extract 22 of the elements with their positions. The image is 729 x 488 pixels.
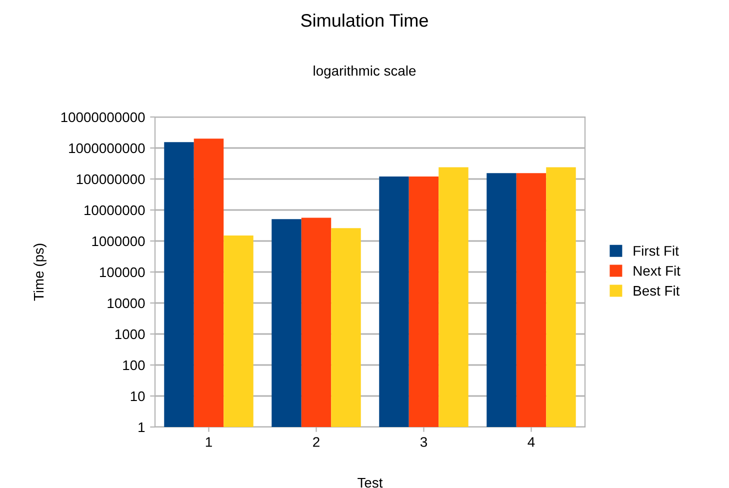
y-tick-label: 100000000	[76, 174, 145, 184]
x-axis-title: Test	[358, 478, 383, 488]
y-tick-label: 10	[130, 391, 145, 402]
x-tick-label: 1	[206, 437, 212, 447]
legend-label: Next Fit	[634, 266, 680, 276]
y-tick-label: 1	[138, 422, 145, 432]
y-tick-label: 10000000	[84, 205, 145, 216]
y-tick-label: 1000000000	[69, 143, 145, 154]
chart-title: Simulation Time	[301, 14, 428, 27]
y-tick-label: 1000	[115, 329, 145, 340]
y-tick-label: 100	[123, 360, 145, 370]
legend-label: First Fit	[634, 246, 679, 256]
x-tick-label: 3	[420, 437, 427, 447]
legend-label: Best Fit	[634, 286, 680, 296]
chart-subtitle: logarithmic scale	[314, 66, 416, 78]
x-tick-label: 2	[313, 437, 320, 447]
x-tick-label: 4	[528, 437, 535, 447]
y-tick-label: 10000	[108, 298, 145, 308]
y-tick-label: 100000	[100, 267, 145, 278]
y-axis-title: Time (ps)	[33, 244, 46, 301]
y-tick-label: 1000000	[92, 236, 145, 246]
y-tick-label: 10000000000	[61, 112, 145, 122]
